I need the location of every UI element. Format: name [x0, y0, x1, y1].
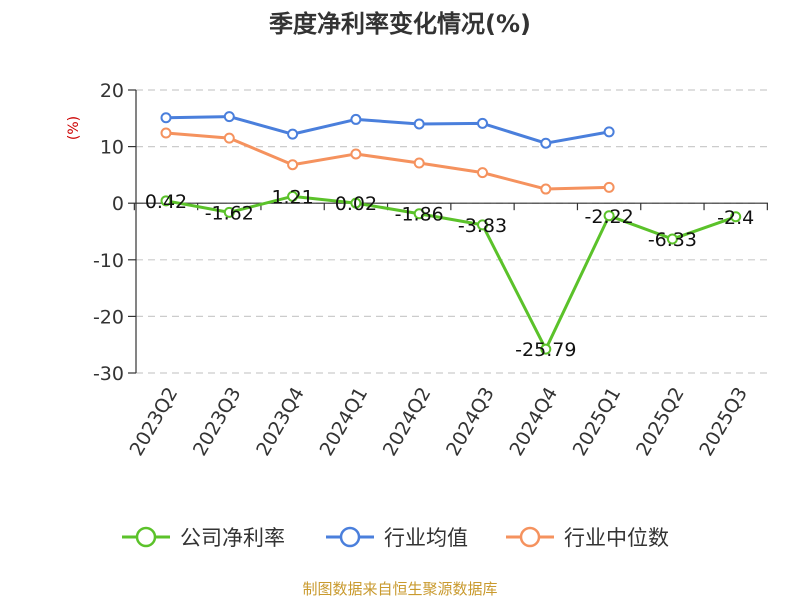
data-label: 0.02	[335, 193, 377, 215]
data-point	[603, 181, 615, 193]
legend-label: 公司净利率	[180, 526, 285, 550]
data-point	[223, 206, 235, 218]
legend-item: 行业均值	[326, 526, 468, 550]
data-point	[413, 157, 425, 169]
y-tick-label: -10	[93, 250, 124, 272]
series-line	[165, 131, 610, 191]
legend-label: 行业中位数	[564, 526, 669, 550]
data-point	[603, 210, 615, 222]
y-tick-label: -20	[93, 306, 124, 328]
data-label: -25.79	[515, 339, 576, 361]
data-point	[287, 190, 299, 202]
data-point	[413, 208, 425, 220]
data-point	[603, 126, 615, 138]
data-point	[540, 343, 552, 355]
series-line	[165, 115, 610, 145]
y-axis: 20 10 0 -10 -20 -30	[93, 80, 137, 385]
legend-label: 行业均值	[384, 526, 468, 550]
data-label: -1.86	[395, 204, 444, 226]
data-point	[287, 128, 299, 140]
data-point	[477, 167, 488, 179]
data-point	[160, 195, 172, 207]
x-tick-label: 2025Q1	[569, 384, 626, 460]
legend-item: 公司净利率	[122, 526, 285, 550]
data-point	[160, 127, 172, 139]
data-label: -6.33	[648, 229, 697, 251]
source-note: 制图数据来自恒生聚源数据库	[302, 580, 497, 598]
data-label: 0.42	[145, 191, 187, 213]
data-label: -2.4	[717, 207, 754, 229]
data-point	[477, 117, 488, 129]
y-tick-label: 20	[100, 80, 124, 102]
x-tick-label: 2023Q3	[189, 384, 246, 460]
data-label: 1.21	[271, 186, 313, 208]
y-tick-label: 10	[100, 137, 124, 159]
x-tick-label: 2025Q3	[695, 384, 752, 460]
chart-title: 季度净利率变化情况(%)	[269, 10, 531, 38]
y-tick-label: 0	[112, 193, 124, 215]
y-axis-unit: (%)	[66, 116, 82, 140]
data-point	[477, 219, 488, 231]
series-layer	[160, 111, 742, 355]
data-point	[413, 118, 425, 130]
data-label: -2.22	[585, 206, 634, 228]
data-point	[666, 233, 678, 245]
data-point	[223, 132, 235, 144]
data-point	[160, 112, 172, 124]
legend-marker	[135, 526, 157, 548]
x-tick-label: 2024Q3	[442, 384, 499, 460]
x-tick-label: 2024Q2	[379, 384, 436, 460]
data-label: -1.62	[205, 202, 254, 224]
y-tick-label: -30	[93, 363, 124, 385]
x-tick-label: 2024Q1	[315, 384, 372, 460]
data-point	[730, 211, 742, 223]
data-label: -3.83	[458, 215, 507, 237]
x-tick-label: 2024Q4	[505, 384, 562, 460]
series-line	[165, 194, 737, 351]
legend-marker	[519, 526, 541, 548]
x-tick-label: 2023Q2	[126, 384, 183, 460]
legend-marker	[339, 526, 361, 548]
data-point	[540, 137, 552, 149]
data-point	[540, 183, 552, 195]
data-point	[350, 113, 362, 125]
data-point	[223, 111, 235, 123]
legend-item: 行业中位数	[506, 526, 669, 550]
data-point	[287, 159, 299, 171]
data-labels: 0.42 -1.62 1.21 0.02 -1.86 -3.83 -25.79 -2.22 -6…	[145, 186, 754, 361]
x-tick-label: 2023Q4	[252, 384, 309, 460]
data-point	[350, 197, 362, 209]
x-tick-label: 2025Q2	[632, 384, 689, 460]
legend: 公司净利率 行业均值 行业中位数	[122, 526, 669, 550]
data-point	[350, 148, 362, 160]
